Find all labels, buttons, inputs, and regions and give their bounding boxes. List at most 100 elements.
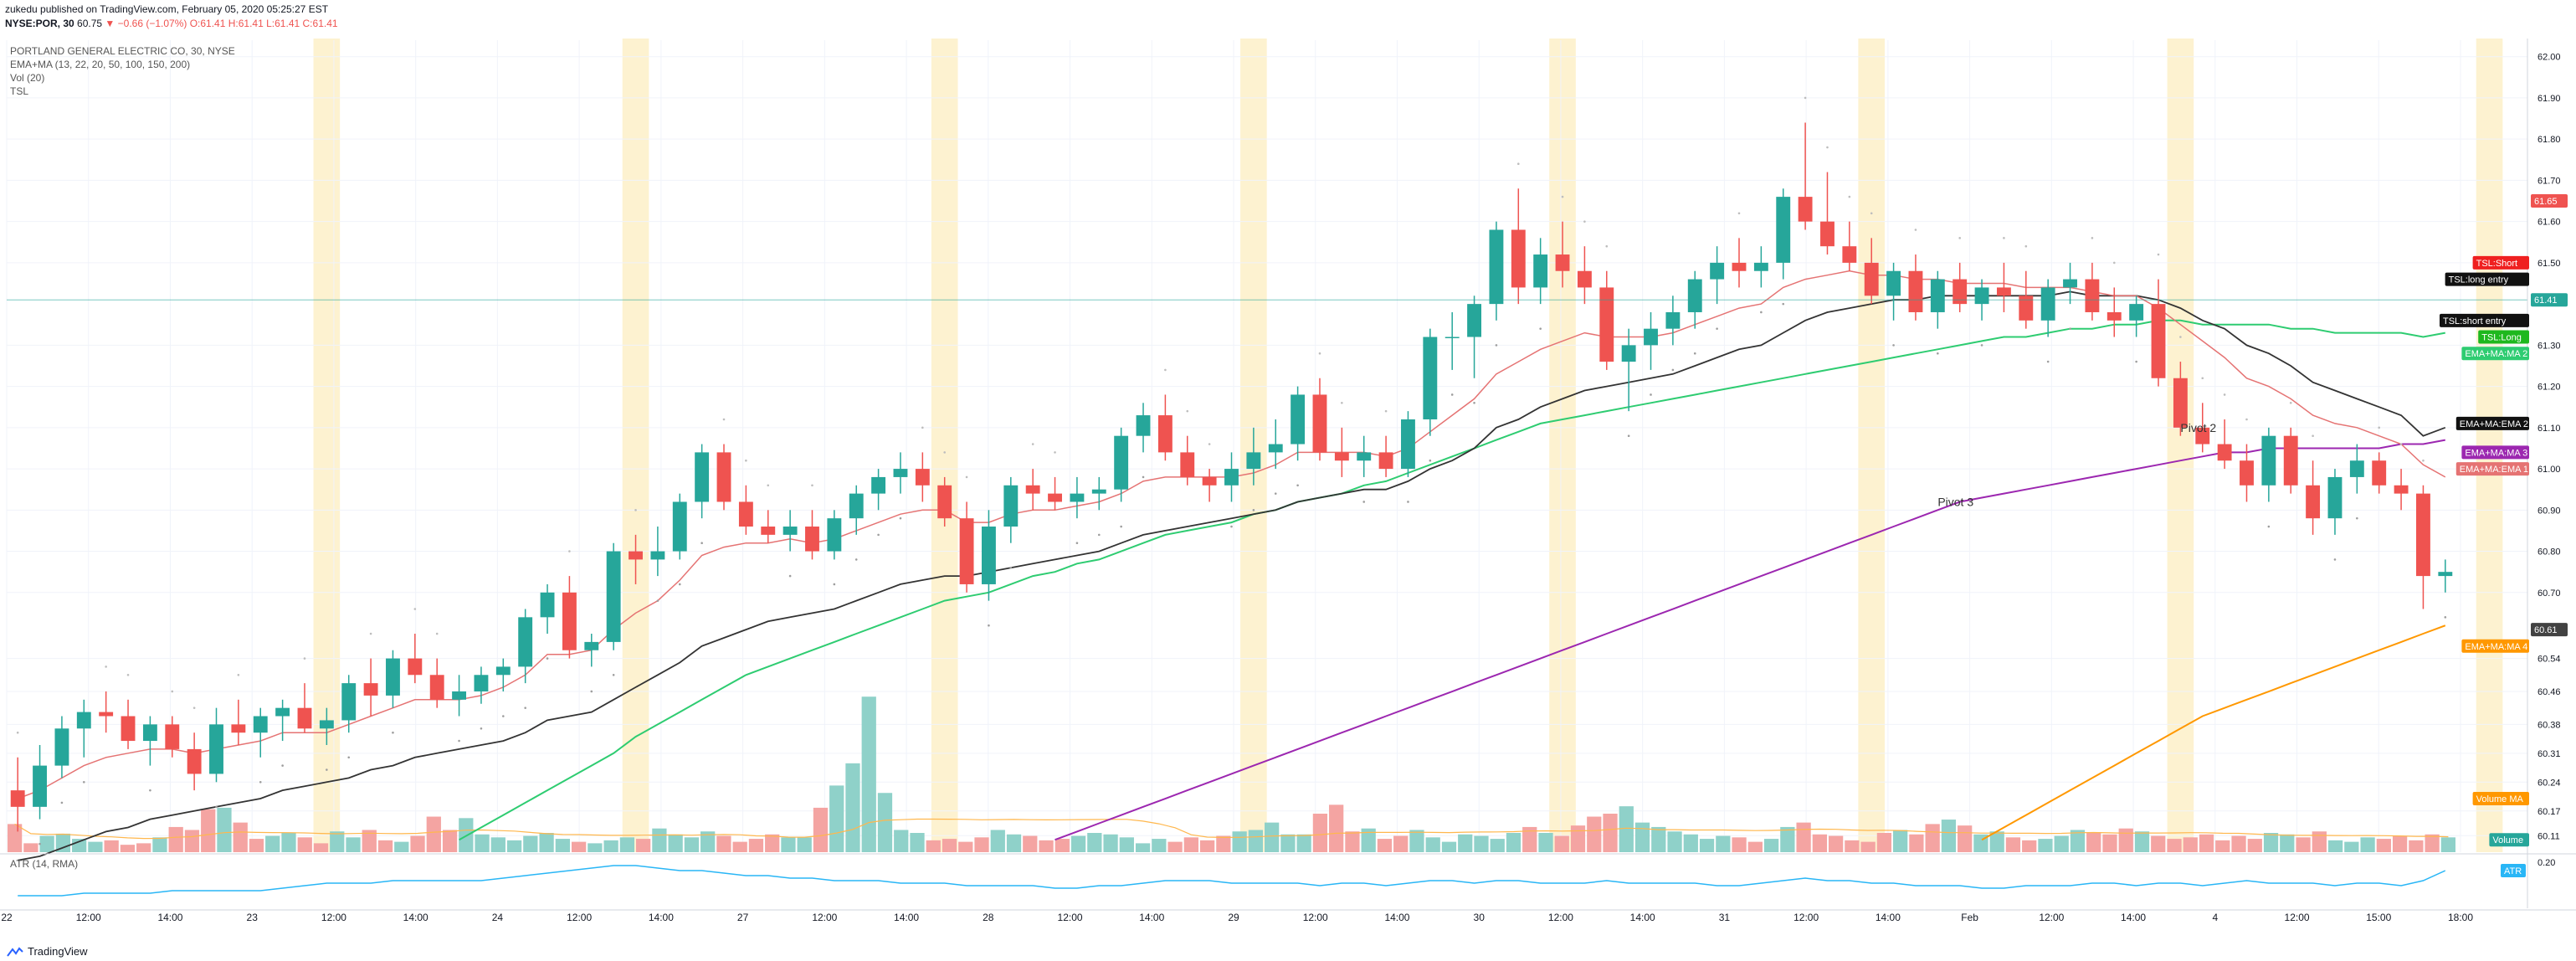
volume-bar bbox=[2038, 839, 2053, 852]
volume-bar bbox=[8, 824, 23, 852]
legend-volume[interactable]: Vol (20) bbox=[10, 72, 45, 84]
volume-bar bbox=[2118, 828, 2133, 852]
legend-symbol[interactable]: PORTLAND GENERAL ELECTRIC CO, 30, NYSE bbox=[10, 45, 235, 57]
volume-bar bbox=[1490, 839, 1505, 852]
volume-bar bbox=[1828, 835, 1844, 852]
volume-bar bbox=[265, 835, 280, 852]
x-tick-label: 14:00 bbox=[157, 912, 182, 923]
volume-bar bbox=[861, 696, 876, 852]
atr-line bbox=[18, 865, 2446, 897]
tsl-dot bbox=[1605, 244, 1609, 248]
candle-body bbox=[1334, 452, 1349, 461]
price-tag-label: EMA+MA:MA 2 bbox=[2465, 349, 2527, 359]
volume-bar bbox=[281, 833, 296, 852]
tsl-dot bbox=[2179, 336, 2182, 338]
volume-bar bbox=[539, 833, 554, 852]
volume-bar bbox=[1474, 835, 1489, 852]
x-tick-label: 12:00 bbox=[1548, 912, 1573, 923]
publish-info: zukedu published on TradingView.com, Feb… bbox=[5, 3, 329, 15]
candle-body bbox=[2040, 287, 2055, 321]
volume-bar bbox=[781, 837, 796, 852]
tsl-dot bbox=[943, 451, 946, 454]
tsl-dot bbox=[1009, 566, 1013, 569]
volume-bar bbox=[700, 831, 716, 852]
x-tick-label: 14:00 bbox=[1139, 912, 1164, 923]
tsl-dot bbox=[590, 690, 593, 693]
tsl-dot bbox=[1362, 501, 1366, 503]
volume-bar bbox=[2070, 830, 2086, 852]
candle-body bbox=[2372, 460, 2387, 486]
candle-body bbox=[738, 501, 753, 527]
volume-bar bbox=[894, 830, 909, 852]
candle-body bbox=[1378, 452, 1393, 470]
volume-bar bbox=[88, 841, 103, 852]
tsl-dot bbox=[2399, 443, 2403, 445]
candle-body bbox=[99, 712, 114, 717]
price-pane bbox=[0, 39, 2576, 852]
volume-bar bbox=[1345, 831, 1360, 852]
atr-legend[interactable]: ATR (14, RMA) bbox=[10, 858, 79, 870]
tsl-dot bbox=[1429, 459, 1432, 462]
volume-bar bbox=[2280, 834, 2295, 852]
candle-body bbox=[1091, 489, 1106, 494]
volume-bar bbox=[2151, 835, 2166, 852]
candle-body bbox=[165, 724, 180, 749]
candle-body bbox=[187, 748, 202, 774]
x-tick-label: 23 bbox=[247, 912, 259, 923]
volume-bar bbox=[990, 830, 1005, 852]
volume-bar bbox=[377, 840, 393, 852]
volume-bar bbox=[1570, 825, 1586, 852]
candle-body bbox=[2019, 295, 2034, 321]
tradingview-branding[interactable]: TradingView bbox=[7, 945, 88, 958]
price-change: ▼ −0.66 (−1.07%) bbox=[105, 18, 187, 29]
candle-body bbox=[562, 592, 577, 650]
volume-bar bbox=[2263, 833, 2279, 852]
low-value: L:61.41 bbox=[266, 18, 300, 29]
volume-bar bbox=[877, 793, 893, 852]
ma4-line bbox=[1981, 624, 2446, 841]
volume-bar bbox=[1716, 835, 1731, 852]
volume-bar bbox=[1409, 830, 1424, 852]
tsl-dot bbox=[192, 707, 196, 709]
tsl-dot bbox=[126, 673, 130, 676]
tsl-dot bbox=[1716, 327, 1718, 330]
symbol-name: NYSE:POR, 30 bbox=[5, 18, 74, 29]
volume-bar bbox=[217, 807, 232, 852]
y-tick-label: 60.80 bbox=[2538, 547, 2561, 558]
price-tag bbox=[2531, 623, 2568, 637]
candle-body bbox=[1291, 394, 1306, 445]
tsl-dot bbox=[2135, 360, 2137, 363]
tsl-dot bbox=[1097, 533, 1101, 537]
volume-bar bbox=[1780, 826, 1795, 852]
volume-bar bbox=[2440, 837, 2455, 852]
atr-tag-label: ATR bbox=[2504, 866, 2522, 876]
legend-ema-ma[interactable]: EMA+MA (13, 22, 20, 50, 100, 150, 200) bbox=[10, 59, 191, 70]
y-tick-label: 60.38 bbox=[2538, 720, 2561, 730]
tsl-dot bbox=[1583, 220, 1586, 223]
price-tag bbox=[2478, 330, 2529, 344]
candle-body bbox=[2129, 304, 2144, 321]
atr-tag bbox=[2501, 864, 2526, 877]
price-tag-label: 61.65 bbox=[2534, 197, 2558, 207]
volume-bar bbox=[619, 837, 635, 852]
volume-bar bbox=[1925, 824, 1940, 852]
price-tag-label: Volume MA bbox=[2476, 794, 2524, 804]
candle-body bbox=[871, 476, 886, 494]
volume-bar bbox=[1216, 835, 1231, 852]
candle-body bbox=[2151, 304, 2166, 378]
volume-bar bbox=[2392, 835, 2408, 852]
candle-body bbox=[33, 765, 47, 807]
tsl-dot bbox=[1958, 237, 1961, 239]
x-tick-label: 14:00 bbox=[1630, 912, 1655, 923]
candle-body bbox=[408, 658, 423, 676]
candle-body bbox=[1467, 304, 1482, 337]
legend-tsl[interactable]: TSL bbox=[10, 85, 29, 97]
x-tick-label: 28 bbox=[983, 912, 994, 923]
y-tick-label: 61.00 bbox=[2538, 465, 2561, 475]
x-tick-label: 22 bbox=[1, 912, 13, 923]
x-tick-label: 12:00 bbox=[2039, 912, 2064, 923]
volume-bar bbox=[1167, 841, 1183, 852]
x-tick-label: 12:00 bbox=[1058, 912, 1083, 923]
symbol-header: NYSE:POR, 30 60.75 ▼ −0.66 (−1.07%) O:61… bbox=[5, 18, 338, 29]
